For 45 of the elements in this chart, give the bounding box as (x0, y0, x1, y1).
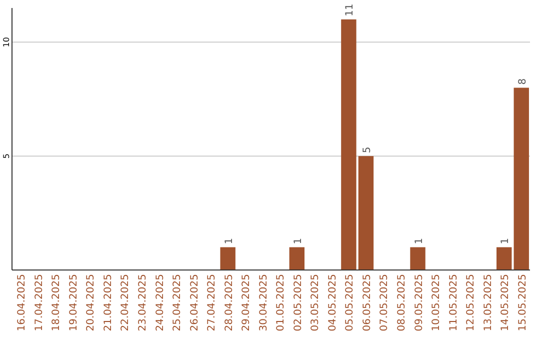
data-label: 1 (500, 238, 512, 244)
x-tick-label: 03.05.2025 (310, 274, 322, 332)
x-tick-label: 02.05.2025 (292, 274, 304, 332)
bar (220, 247, 236, 270)
x-tick-label: 06.05.2025 (362, 274, 373, 332)
bar (341, 19, 356, 270)
x-tick-label: 01.05.2025 (276, 274, 287, 332)
x-tick-label: 21.04.2025 (102, 274, 114, 332)
data-label: 8 (517, 78, 528, 85)
bar (514, 88, 529, 270)
x-tick-label: 11.05.2025 (448, 274, 460, 332)
x-tick-label: 20.04.2025 (86, 274, 97, 332)
x-tick-label: 08.05.2025 (396, 274, 408, 332)
x-tick-label: 30.04.2025 (258, 274, 270, 332)
x-tick-label: 17.04.2025 (34, 274, 45, 332)
x-tick-label: 05.05.2025 (344, 274, 356, 332)
bar (289, 247, 304, 270)
bar (358, 156, 374, 270)
x-tick-label: 04.05.2025 (327, 274, 338, 332)
data-label: 1 (224, 238, 235, 244)
x-tick-label: 18.04.2025 (51, 274, 62, 332)
x-tick-label: 23.04.2025 (138, 274, 148, 332)
bar (410, 247, 426, 270)
x-tick-label: 15.05.2025 (517, 274, 528, 332)
x-tick-label: 10.05.2025 (431, 274, 442, 332)
x-tick-label: 19.04.2025 (68, 274, 80, 332)
data-label: 5 (362, 146, 373, 154)
x-tick-label: 29.04.2025 (241, 274, 252, 332)
data-label: 1 (414, 238, 425, 244)
y-tick-label: 10 (2, 37, 11, 48)
x-tick-label: 14.05.2025 (500, 274, 512, 332)
data-label: 11 (344, 4, 356, 16)
x-tick-label: 12.05.2025 (466, 274, 477, 332)
x-tick-label: 25.04.2025 (172, 274, 184, 332)
x-tick-label: 24.04.2025 (154, 274, 166, 332)
x-tick-label: 07.05.2025 (379, 274, 390, 332)
x-tick-label: 22.04.2025 (120, 274, 132, 332)
x-tick-label: 13.05.2025 (482, 274, 494, 332)
x-tick-label: 26.04.2025 (189, 274, 200, 332)
x-tick-label: 16.04.2025 (16, 274, 28, 332)
bar (496, 247, 512, 270)
x-tick-label: 27.04.2025 (206, 274, 218, 332)
data-label: 1 (292, 238, 304, 244)
x-tick-label: 28.04.2025 (224, 274, 235, 332)
x-tick-label: 09.05.2025 (414, 274, 425, 332)
